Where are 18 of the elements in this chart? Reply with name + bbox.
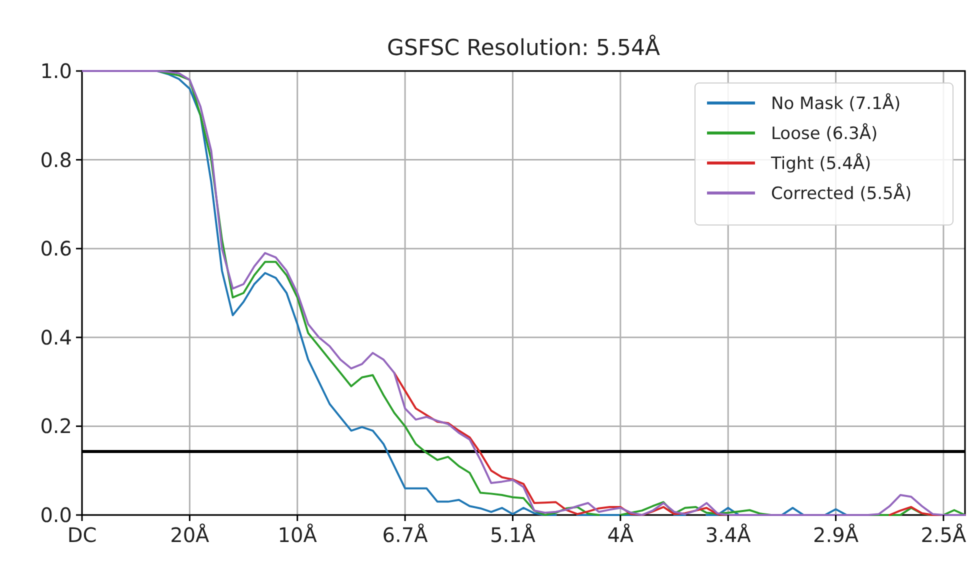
x-tick-label: 6.7Å <box>382 523 428 547</box>
y-tick-label: 0.2 <box>40 414 72 438</box>
y-tick-label: 1.0 <box>40 59 72 83</box>
x-tick-label: 5.1Å <box>490 523 536 547</box>
legend-label: No Mask (7.1Å) <box>771 92 901 114</box>
legend-label: Corrected (5.5Å) <box>771 182 912 204</box>
legend-label: Tight (5.4Å) <box>770 152 872 174</box>
x-tick-label: 3.4Å <box>705 523 752 547</box>
x-tick-label: 10Å <box>278 523 318 547</box>
legend-label: Loose (6.3Å) <box>771 122 878 144</box>
x-tick-label: 2.9Å <box>813 523 859 547</box>
y-tick-label: 0.8 <box>40 148 72 172</box>
x-tick-label: 4Å <box>607 523 634 547</box>
x-tick-label: 20Å <box>170 523 210 547</box>
x-tick-label: 2.5Å <box>920 523 967 547</box>
chart-title: GSFSC Resolution: 5.54Å <box>387 34 660 61</box>
y-tick-label: 0.4 <box>40 325 72 350</box>
y-tick-label: 0.6 <box>40 236 72 261</box>
